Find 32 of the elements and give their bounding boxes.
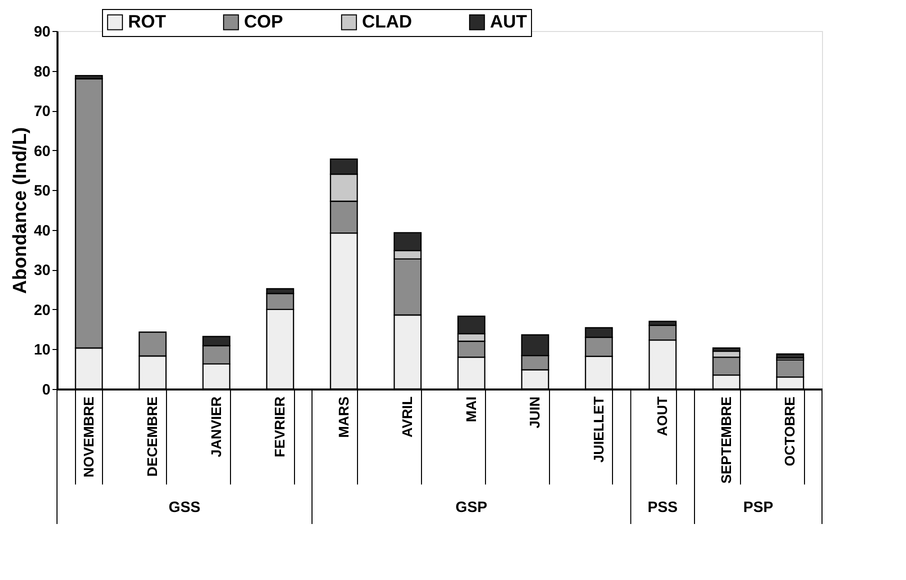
legend-label: CLAD <box>362 11 412 32</box>
x-tick-label: OCTOBRE <box>782 396 798 466</box>
y-tick-label: 0 <box>42 382 50 398</box>
x-tick-label: NOVEMBRE <box>80 396 96 478</box>
legend-label: COP <box>244 11 284 32</box>
x-tick-label: MAI <box>462 396 479 422</box>
legend-label: AUT <box>490 11 527 32</box>
bar <box>776 353 804 359</box>
y-axis-title: Abondance (Ind/L) <box>10 127 31 294</box>
y-tick-label: 90 <box>34 24 50 40</box>
y-tick-label: 20 <box>34 302 50 319</box>
text: GSS <box>168 499 200 516</box>
x-tick-label: JUIELLET <box>590 396 606 463</box>
legend-label: ROT <box>128 11 166 32</box>
x-tick-label: MARS <box>335 396 352 438</box>
x-tick-label: AOUT <box>654 396 670 436</box>
x-tick-label: JANVIER <box>208 396 224 458</box>
text: PSP <box>743 499 774 516</box>
y-tick-label: 30 <box>34 262 50 280</box>
y-tick-label: 40 <box>34 222 50 240</box>
y-tick-label: 70 <box>34 103 50 120</box>
text: GSP <box>456 499 488 516</box>
x-tick-label: AVRIL <box>399 396 416 438</box>
x-tick-label: JUIN <box>526 396 543 428</box>
x-tick-label: SEPTEMBRE <box>718 396 734 484</box>
x-tick-label: DECEMBRE <box>144 396 160 477</box>
text: PSS <box>648 499 678 516</box>
y-tick-label: 60 <box>34 142 50 160</box>
y-tick-label: 50 <box>34 182 50 200</box>
x-tick-label: FEVRIER <box>272 396 288 458</box>
y-tick-label: 10 <box>34 342 50 359</box>
y-tick-label: 80 <box>34 63 50 80</box>
